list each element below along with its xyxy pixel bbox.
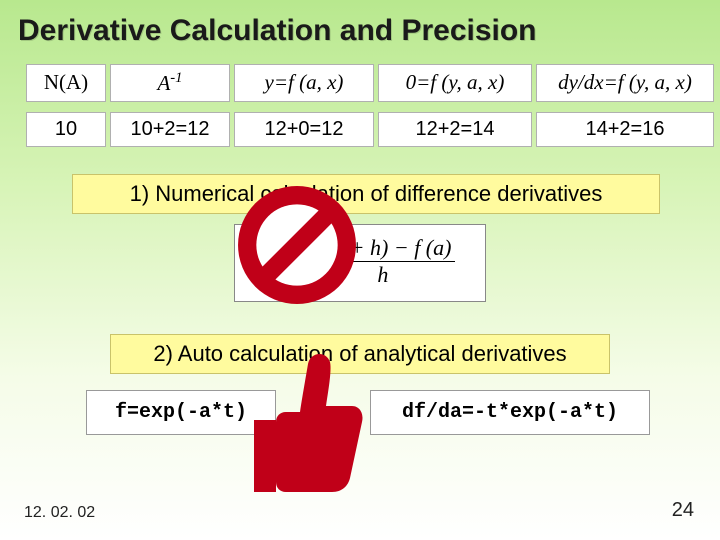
td-0fyax: 12+2=14 — [378, 112, 532, 147]
code-dfda: df/da=-t*exp(-a*t) — [370, 390, 650, 435]
th-na: N(A) — [26, 64, 106, 102]
footer-page-number: 24 — [672, 499, 694, 522]
prohibited-icon — [236, 184, 358, 306]
th-a-inverse: A-1 — [110, 64, 230, 102]
page-title: Derivative Calculation and Precision — [0, 0, 720, 48]
td-na: 10 — [26, 112, 106, 147]
td-ainv: 10+2=12 — [110, 112, 230, 147]
td-yfax: 12+0=12 — [234, 112, 374, 147]
td-dydx: 14+2=16 — [536, 112, 714, 147]
th-yfax: y=f (a, x) — [234, 64, 374, 102]
th-dydx: dy/dx=f (y, a, x) — [536, 64, 714, 102]
caption-numerical: 1) Numerical calculation of difference d… — [72, 174, 660, 214]
thumbs-up-icon — [236, 342, 364, 502]
footer-date: 12. 02. 02 — [24, 504, 95, 522]
th-0fyax: 0=f (y, a, x) — [378, 64, 532, 102]
precision-table: N(A) A-1 y=f (a, x) 0=f (y, a, x) dy/dx=… — [26, 64, 698, 147]
